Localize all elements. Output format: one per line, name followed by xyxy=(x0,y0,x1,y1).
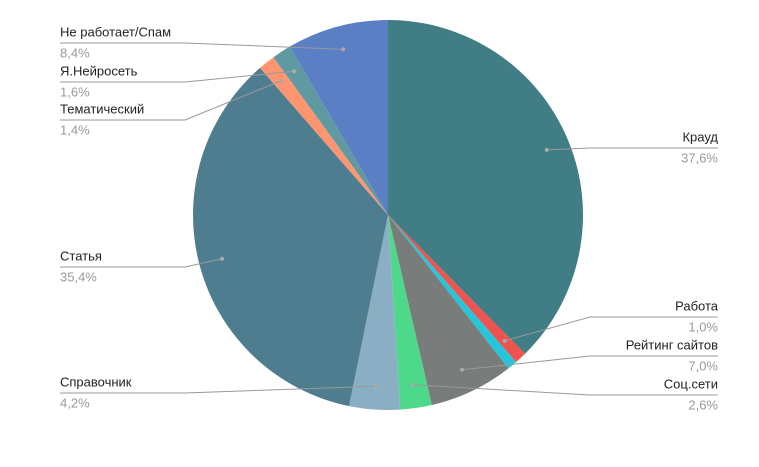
pie-slice xyxy=(349,215,401,411)
pie-slice xyxy=(388,215,432,410)
slice-label: Тематический xyxy=(60,101,144,116)
leader-dot xyxy=(374,384,379,389)
slice-value: 1,6% xyxy=(60,84,90,99)
leader-line xyxy=(461,355,718,371)
pie-slice xyxy=(193,67,388,407)
leader-line xyxy=(546,147,718,151)
slice-value: 1,0% xyxy=(688,319,718,334)
pie-slice xyxy=(289,20,388,215)
pie-slice xyxy=(259,57,388,216)
leader-dot xyxy=(279,78,284,83)
leader-dot xyxy=(410,382,415,387)
slice-value: 4,2% xyxy=(60,395,90,410)
slice-label: Работа xyxy=(675,298,719,313)
pie-slice xyxy=(388,215,517,369)
leader-line xyxy=(60,80,282,121)
leader-dot xyxy=(502,338,507,343)
leader-line xyxy=(412,384,718,396)
slice-value: 35,4% xyxy=(60,269,97,284)
slice-value: 37,6% xyxy=(681,150,718,165)
leader-line xyxy=(60,70,295,83)
slice-value: 1,4% xyxy=(60,122,90,137)
slice-label: Крауд xyxy=(682,129,718,144)
leader-dot xyxy=(460,367,465,372)
leader-dot xyxy=(292,69,297,74)
slice-value: 8,4% xyxy=(60,45,90,60)
slice-value: 7,0% xyxy=(688,358,718,373)
slice-label: Рейтинг сайтов xyxy=(626,337,718,352)
slice-label: Статья xyxy=(60,248,102,263)
slice-value: 2,6% xyxy=(688,397,718,412)
leader-dot xyxy=(341,47,346,52)
slice-label: Я.Нейросеть xyxy=(60,63,138,78)
leader-line xyxy=(60,258,223,268)
leader-dot xyxy=(544,147,549,152)
pie-slice xyxy=(388,215,509,406)
leader-line xyxy=(60,42,344,50)
slice-label: Справочник xyxy=(60,374,132,389)
leader-line xyxy=(60,385,377,394)
pie-slice xyxy=(388,20,583,354)
slice-label: Соц.сети xyxy=(664,376,718,391)
pie-slice xyxy=(273,46,388,215)
slice-label: Не работает/Спам xyxy=(60,24,171,39)
pie-slice xyxy=(388,215,526,363)
leader-dot xyxy=(220,256,225,261)
leader-line xyxy=(504,316,718,342)
